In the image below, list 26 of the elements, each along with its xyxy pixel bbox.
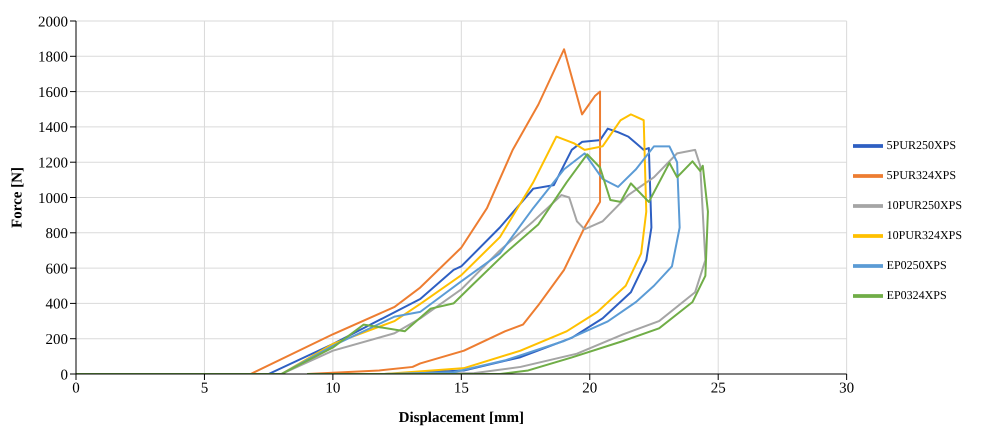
y-tick-label: 200 (46, 332, 68, 348)
x-tick-label: 20 (582, 380, 598, 397)
y-tick-label: 2000 (38, 14, 68, 30)
y-tick-label: 600 (46, 261, 68, 278)
y-tick-label: 1800 (38, 50, 68, 66)
x-tick-label: 15 (454, 380, 469, 397)
y-tick-label: 800 (46, 226, 68, 242)
x-axis-title: Displacement [mm] (398, 410, 524, 426)
y-axis-title: Force [N] (9, 167, 26, 228)
y-tick-label: 1200 (38, 156, 68, 172)
legend-label: 10PUR324XPS (886, 228, 962, 242)
legend-label: EP0250XPS (886, 258, 947, 272)
y-tick-label: 400 (46, 296, 68, 313)
x-tick-label: 10 (325, 380, 340, 397)
x-tick-label: 0 (72, 380, 80, 397)
legend-label: 10PUR250XPS (886, 198, 962, 212)
y-tick-label: 1600 (38, 84, 68, 101)
x-tick-label: 30 (839, 380, 854, 397)
y-tick-label: 1000 (38, 190, 68, 207)
x-tick-label: 25 (710, 380, 726, 397)
y-tick-label: 1400 (38, 120, 68, 136)
legend-label: 5PUR324XPS (886, 168, 956, 182)
legend-label: 5PUR250XPS (886, 138, 956, 152)
x-tick-label: 5 (200, 380, 208, 397)
y-tick-label: 0 (60, 367, 68, 384)
legend-label: EP0324XPS (886, 288, 947, 302)
